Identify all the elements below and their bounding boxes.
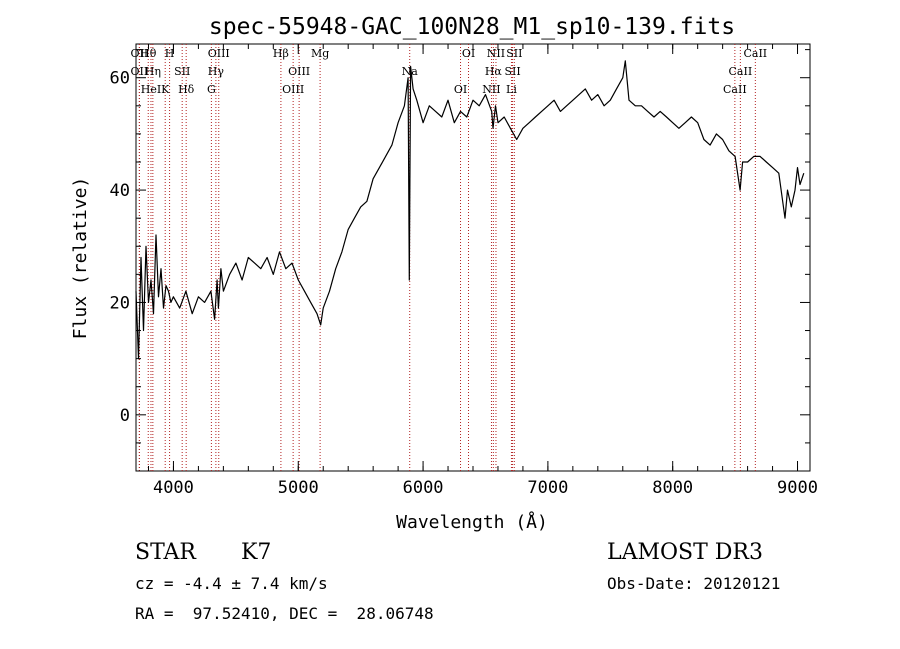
line-label: OIII	[282, 83, 304, 96]
line-label: K	[161, 83, 170, 96]
line-labels: HθOIIHeIOIIHηKHSIIHδOIIIHγGHβOIIIOIIIMgN…	[131, 47, 768, 96]
line-label: CaII	[723, 83, 747, 96]
spectrum-line	[135, 60, 805, 360]
line-label: Mg	[311, 47, 329, 60]
line-label: OI	[462, 47, 475, 60]
line-label: OII	[131, 65, 149, 78]
x-axis-label: Wavelength (Å)	[396, 511, 548, 533]
line-label: SII	[504, 65, 520, 78]
line-label: OIII	[208, 47, 230, 60]
y-tick-label: 20	[110, 293, 130, 313]
x-tick-label: 5000	[278, 478, 319, 498]
line-label: SII	[174, 65, 190, 78]
y-tick-label: 40	[110, 181, 130, 201]
survey-name: LAMOST DR3	[607, 540, 763, 565]
line-markers	[138, 44, 756, 471]
object-subclass: K7	[241, 540, 272, 565]
line-label: CaII	[729, 65, 753, 78]
x-tick-label: 8000	[652, 478, 693, 498]
coordinates: RA = 97.52410, DEC = 28.06748	[135, 604, 434, 623]
line-label: OI	[454, 83, 467, 96]
x-tick-label: 4000	[153, 478, 194, 498]
line-label: Hη	[145, 65, 161, 78]
line-label: OII	[131, 47, 149, 60]
line-label: Li	[506, 83, 517, 96]
y-tick-label: 0	[120, 406, 130, 426]
line-label: CaII	[743, 47, 767, 60]
line-label: Hγ	[208, 65, 225, 78]
y-axis-label: Flux (relative)	[70, 177, 91, 340]
line-label: NII	[487, 47, 505, 60]
y-tick-label: 60	[110, 69, 130, 89]
line-label: Hα	[485, 65, 503, 78]
line-label: Hδ	[178, 83, 195, 96]
plot-frame	[135, 43, 811, 472]
line-label: Hβ	[273, 47, 289, 60]
line-label: HeI	[141, 83, 161, 96]
observation-date: Obs-Date: 20120121	[607, 574, 781, 593]
line-label: G	[207, 83, 216, 96]
line-label: OIII	[288, 65, 310, 78]
line-label: Na	[402, 65, 419, 78]
line-label: SII	[506, 47, 522, 60]
line-label: Hθ	[140, 47, 157, 60]
axis-ticks: 4000 5000 6000 7000 8000 9000 0 20 40 60	[110, 44, 818, 498]
redshift-cz: cz = -4.4 ± 7.4 km/s	[135, 574, 328, 593]
chart-title: spec-55948-GAC_100N28_M1_sp10-139.fits	[209, 14, 735, 40]
series-group	[135, 60, 805, 360]
x-tick-label: 9000	[777, 478, 818, 498]
object-class: STAR	[135, 540, 196, 565]
line-label: H	[165, 47, 175, 60]
line-label: NII	[482, 83, 500, 96]
x-tick-label: 7000	[527, 478, 568, 498]
x-tick-label: 6000	[403, 478, 444, 498]
